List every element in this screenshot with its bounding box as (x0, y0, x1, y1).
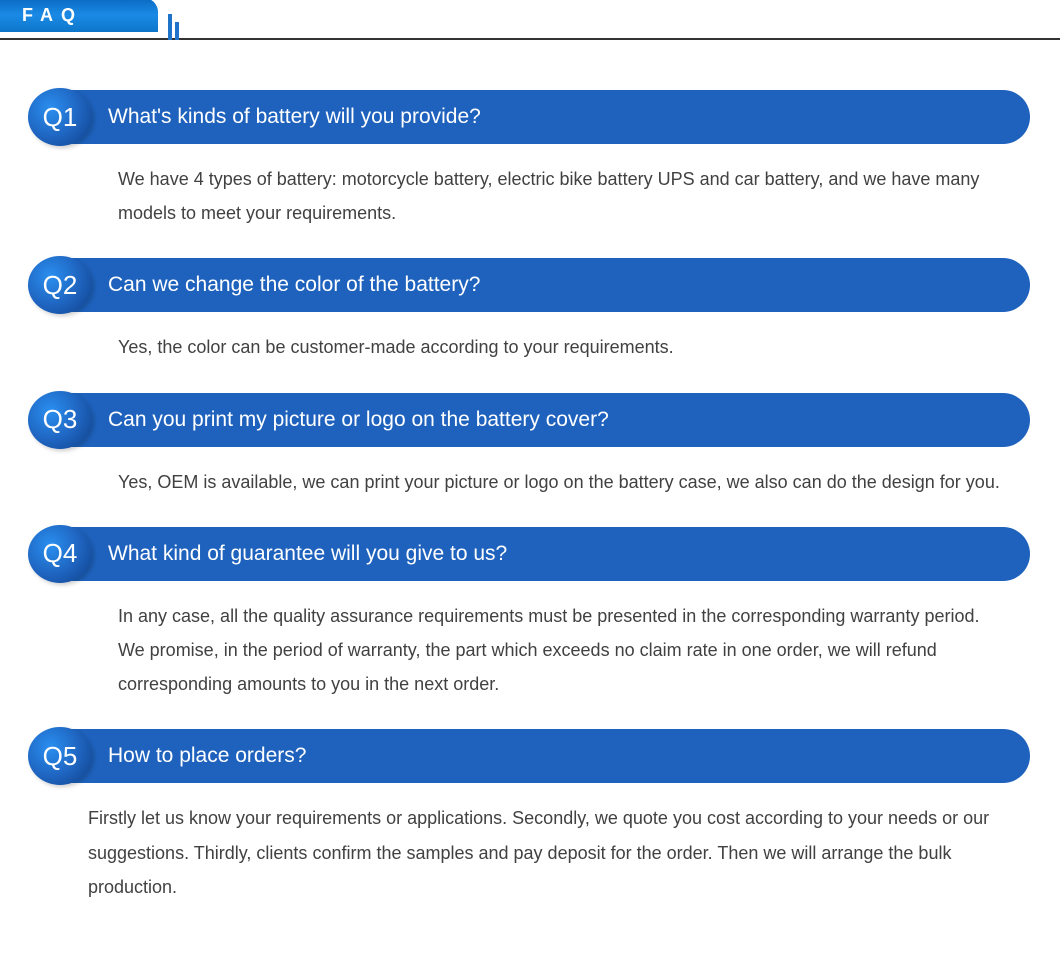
question-text: How to place orders? (108, 744, 306, 768)
question-badge: Q1 (28, 88, 92, 146)
header-row: FAQ (0, 0, 1060, 40)
question-badge: Q5 (28, 727, 92, 785)
faq-tab-label: FAQ (22, 5, 83, 26)
answer-text: Yes, OEM is available, we can print your… (30, 447, 1030, 509)
question-text: Can you print my picture or logo on the … (108, 408, 609, 432)
faq-item: Q5 How to place orders? Firstly let us k… (30, 729, 1030, 914)
answer-text: In any case, all the quality assurance r… (30, 581, 1030, 712)
question-badge: Q3 (28, 391, 92, 449)
question-bar: Q3 Can you print my picture or logo on t… (30, 393, 1030, 447)
faq-list: Q1 What's kinds of battery will you prov… (0, 90, 1060, 972)
question-bar: Q1 What's kinds of battery will you prov… (30, 90, 1030, 144)
question-bar: Q2 Can we change the color of the batter… (30, 258, 1030, 312)
faq-item: Q2 Can we change the color of the batter… (30, 258, 1030, 374)
question-text: What's kinds of battery will you provide… (108, 105, 481, 129)
question-text: Can we change the color of the battery? (108, 273, 480, 297)
faq-item: Q4 What kind of guarantee will you give … (30, 527, 1030, 712)
question-badge: Q4 (28, 525, 92, 583)
answer-text: We have 4 types of battery: motorcycle b… (30, 144, 1030, 240)
question-bar: Q4 What kind of guarantee will you give … (30, 527, 1030, 581)
question-bar: Q5 How to place orders? (30, 729, 1030, 783)
faq-tab: FAQ (0, 0, 158, 32)
header-decoration-icon (168, 14, 179, 40)
faq-item: Q1 What's kinds of battery will you prov… (30, 90, 1030, 240)
answer-text: Firstly let us know your requirements or… (30, 783, 1030, 914)
faq-item: Q3 Can you print my picture or logo on t… (30, 393, 1030, 509)
question-text: What kind of guarantee will you give to … (108, 542, 507, 566)
answer-text: Yes, the color can be customer-made acco… (30, 312, 1030, 374)
question-badge: Q2 (28, 256, 92, 314)
